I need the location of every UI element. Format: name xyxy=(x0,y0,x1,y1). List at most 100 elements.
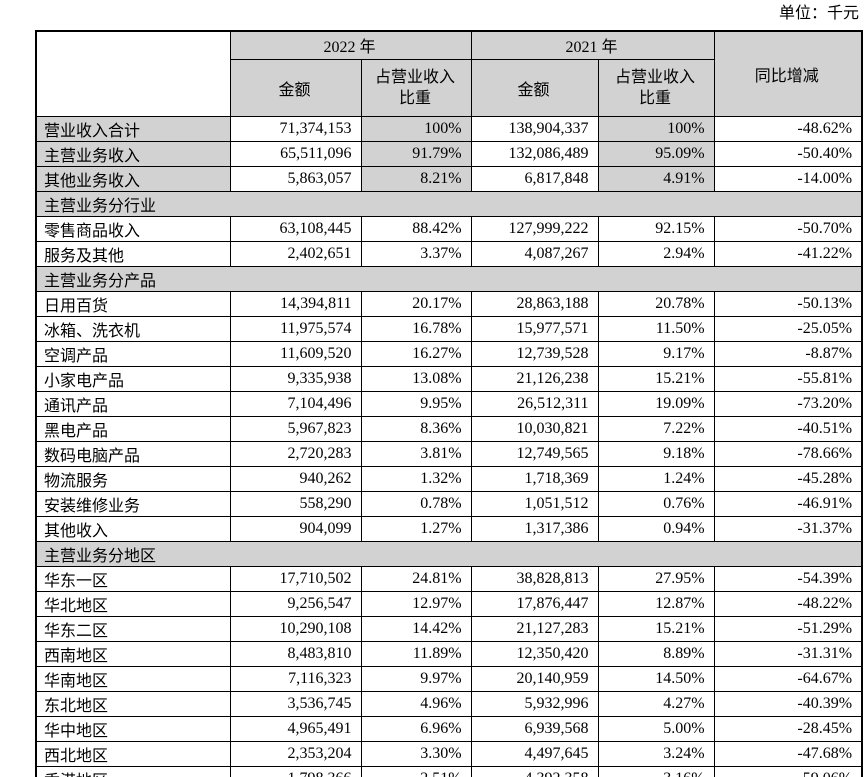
table-row: 空调产品 11,609,520 16.27% 12,739,528 9.17% … xyxy=(35,340,863,367)
yoy-cell: -28.45% xyxy=(713,715,863,742)
pct-2022-cell: 8.21% xyxy=(360,165,472,192)
row-label-cell: 香港地区 xyxy=(35,765,231,777)
amount-2022-cell: 7,116,323 xyxy=(229,665,362,692)
amount-2022-cell: 2,353,204 xyxy=(229,740,362,767)
row-label-cell: 营业收入合计 xyxy=(35,115,231,142)
yoy-cell: -50.70% xyxy=(713,215,863,242)
amount-2021-cell: 6,939,568 xyxy=(470,715,599,742)
row-label-cell: 冰箱、洗衣机 xyxy=(35,315,231,342)
yoy-cell: -14.00% xyxy=(713,165,863,192)
table-header: 2022 年 2021 年 同比增减 金额 占营业收入比重 金额 占营业收入比重 xyxy=(35,30,863,117)
pct-2021-cell: 92.15% xyxy=(597,215,715,242)
table-row: 华东一区 17,710,502 24.81% 38,828,813 27.95%… xyxy=(35,565,863,592)
pct-2022-cell: 24.81% xyxy=(360,565,472,592)
row-label-cell: 日用百货 xyxy=(35,290,231,317)
row-label-cell: 华南地区 xyxy=(35,665,231,692)
amount-2022-cell: 2,720,283 xyxy=(229,440,362,467)
amount-2022-cell: 17,710,502 xyxy=(229,565,362,592)
pct-2021-cell: 15.21% xyxy=(597,615,715,642)
yoy-cell: -40.39% xyxy=(713,690,863,717)
table-row: 物流服务 940,262 1.32% 1,718,369 1.24% -45.2… xyxy=(35,465,863,492)
pct-2022-cell: 3.37% xyxy=(360,240,472,267)
pct-2022-cell: 11.89% xyxy=(360,640,472,667)
amount-2022-cell: 904,099 xyxy=(229,515,362,542)
amount-2022-cell: 71,374,153 xyxy=(229,115,362,142)
amount-2021-cell: 26,512,311 xyxy=(470,390,599,417)
proportion-2021-header-text: 占营业收入比重 xyxy=(615,68,696,107)
row-label-cell: 黑电产品 xyxy=(35,415,231,442)
section-row: 主营业务分产品 xyxy=(35,265,863,292)
yoy-cell: -47.68% xyxy=(713,740,863,767)
table-row: 冰箱、洗衣机 11,975,574 16.78% 15,977,571 11.5… xyxy=(35,315,863,342)
table-row: 通讯产品 7,104,496 9.95% 26,512,311 19.09% -… xyxy=(35,390,863,417)
yoy-cell: -50.40% xyxy=(713,140,863,167)
table-row: 日用百货 14,394,811 20.17% 28,863,188 20.78%… xyxy=(35,290,863,317)
pct-2021-cell: 0.94% xyxy=(597,515,715,542)
amount-2021-cell: 17,876,447 xyxy=(470,590,599,617)
amount-2021-cell: 21,127,283 xyxy=(470,615,599,642)
pct-2022-cell: 14.42% xyxy=(360,615,472,642)
yoy-cell: -45.28% xyxy=(713,465,863,492)
table-row: 华南地区 7,116,323 9.97% 20,140,959 14.50% -… xyxy=(35,665,863,692)
amount-2021-cell: 20,140,959 xyxy=(470,665,599,692)
amount-2021-cell: 4,497,645 xyxy=(470,740,599,767)
row-label-cell: 物流服务 xyxy=(35,465,231,492)
amount-2021-cell: 127,999,222 xyxy=(470,215,599,242)
amount-2021-cell: 4,392,358 xyxy=(470,765,599,777)
yoy-cell: -40.51% xyxy=(713,415,863,442)
yoy-cell: -55.81% xyxy=(713,365,863,392)
pct-2021-cell: 7.22% xyxy=(597,415,715,442)
table-row: 东北地区 3,536,745 4.96% 5,932,996 4.27% -40… xyxy=(35,690,863,717)
yoy-cell: -48.22% xyxy=(713,590,863,617)
table-row: 安装维修业务 558,290 0.78% 1,051,512 0.76% -46… xyxy=(35,490,863,517)
pct-2021-cell: 1.24% xyxy=(597,465,715,492)
amount-2022-cell: 940,262 xyxy=(229,465,362,492)
pct-2021-cell: 4.27% xyxy=(597,690,715,717)
section-label-cell: 主营业务分地区 xyxy=(35,540,863,567)
yoy-cell: -41.22% xyxy=(713,240,863,267)
amount-2021-header: 金额 xyxy=(470,58,599,117)
row-label-cell: 西北地区 xyxy=(35,740,231,767)
table-row: 其他收入 904,099 1.27% 1,317,386 0.94% -31.3… xyxy=(35,515,863,542)
amount-2022-header: 金额 xyxy=(229,58,362,117)
pct-2022-cell: 1.27% xyxy=(360,515,472,542)
pct-2022-cell: 6.96% xyxy=(360,715,472,742)
amount-2022-cell: 8,483,810 xyxy=(229,640,362,667)
amount-2022-cell: 4,965,491 xyxy=(229,715,362,742)
amount-2022-cell: 2,402,651 xyxy=(229,240,362,267)
pct-2021-cell: 15.21% xyxy=(597,365,715,392)
pct-2022-cell: 4.96% xyxy=(360,690,472,717)
section-row: 主营业务分地区 xyxy=(35,540,863,567)
pct-2022-cell: 100% xyxy=(360,115,472,142)
amount-2021-cell: 138,904,337 xyxy=(470,115,599,142)
row-label-cell: 华东二区 xyxy=(35,615,231,642)
amount-2021-cell: 1,317,386 xyxy=(470,515,599,542)
row-label-cell: 华中地区 xyxy=(35,715,231,742)
pct-2021-cell: 12.87% xyxy=(597,590,715,617)
table-row: 小家电产品 9,335,938 13.08% 21,126,238 15.21%… xyxy=(35,365,863,392)
pct-2022-cell: 16.78% xyxy=(360,315,472,342)
pct-2021-cell: 27.95% xyxy=(597,565,715,592)
pct-2022-cell: 9.95% xyxy=(360,390,472,417)
yoy-cell: -51.29% xyxy=(713,615,863,642)
unit-label: 单位：千元 xyxy=(778,5,859,22)
corner-header-cell xyxy=(35,30,231,117)
table-row: 西北地区 2,353,204 3.30% 4,497,645 3.24% -47… xyxy=(35,740,863,767)
row-label-cell: 服务及其他 xyxy=(35,240,231,267)
amount-2022-cell: 558,290 xyxy=(229,490,362,517)
pct-2022-cell: 9.97% xyxy=(360,665,472,692)
amount-2021-cell: 12,350,420 xyxy=(470,640,599,667)
pct-2021-cell: 3.16% xyxy=(597,765,715,777)
amount-2021-cell: 4,087,267 xyxy=(470,240,599,267)
table-body: 营业收入合计 71,374,153 100% 138,904,337 100% … xyxy=(35,115,863,777)
table-row: 西南地区 8,483,810 11.89% 12,350,420 8.89% -… xyxy=(35,640,863,667)
table-row: 其他业务收入 5,863,057 8.21% 6,817,848 4.91% -… xyxy=(35,165,863,192)
table-row: 黑电产品 5,967,823 8.36% 10,030,821 7.22% -4… xyxy=(35,415,863,442)
row-label-cell: 安装维修业务 xyxy=(35,490,231,517)
yoy-cell: -73.20% xyxy=(713,390,863,417)
amount-2022-cell: 14,394,811 xyxy=(229,290,362,317)
amount-2022-cell: 5,967,823 xyxy=(229,415,362,442)
yoy-cell: -64.67% xyxy=(713,665,863,692)
pct-2021-cell: 14.50% xyxy=(597,665,715,692)
pct-2021-cell: 20.78% xyxy=(597,290,715,317)
